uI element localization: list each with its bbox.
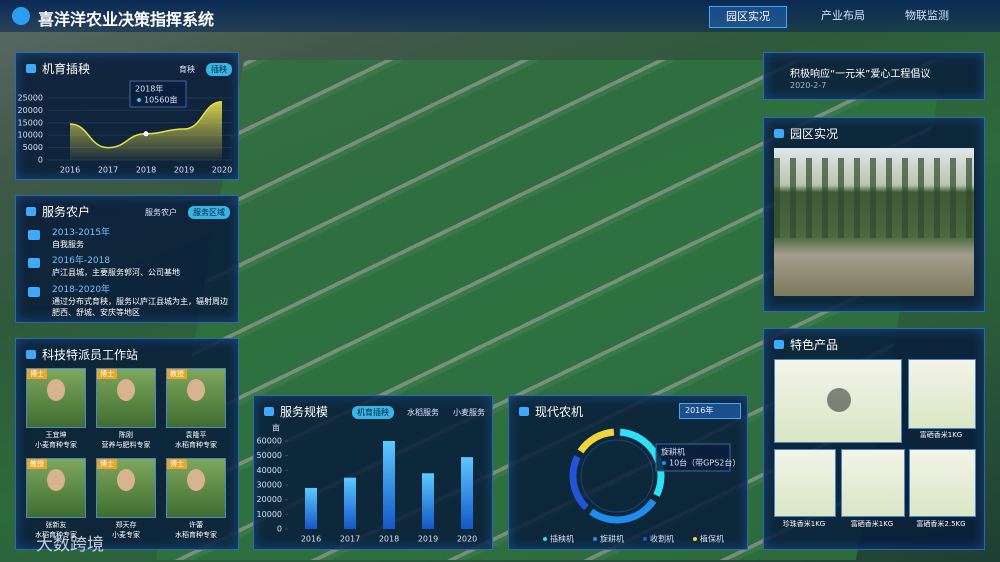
expert-photo: 博士: [166, 458, 226, 518]
products-panel: 特色产品 富硒香米1KG 珍珠香米1KG 富硒香米1KG 富硒香米2.5KG: [763, 328, 985, 550]
app-title: 喜洋洋农业决策指挥系统: [38, 10, 215, 29]
expert-photo: 博士: [96, 458, 156, 518]
period: 2018-2020年: [52, 285, 111, 295]
desc: 庐江县城，主要服务郭河、公司基地: [52, 268, 180, 277]
panel-title: 服务农户: [26, 203, 90, 220]
product-label: 富硒香米2.5KG: [916, 520, 966, 528]
product-label: 富硒香米1KG: [919, 431, 963, 439]
tab[interactable]: 育秧: [179, 65, 195, 74]
park-panel: 园区实况: [763, 117, 985, 312]
nav-tab[interactable]: 物联监测: [905, 9, 949, 22]
product-image[interactable]: [909, 449, 976, 517]
tab[interactable]: 服务农户: [145, 208, 177, 217]
bar-panel: 服务规模 机育插秧 水稻服务 小麦服务: [253, 395, 493, 550]
expert-photo: 教授: [26, 458, 86, 518]
timeline-item: 2013-2015年 自我服务: [52, 227, 232, 250]
tab[interactable]: 小麦服务: [453, 408, 485, 417]
expert-role: 小麦专家: [112, 531, 140, 539]
product-image[interactable]: [841, 449, 905, 517]
tab[interactable]: 机育插秧: [352, 406, 394, 419]
expert-role: 营养与肥料专家: [101, 441, 151, 449]
desc: 自我服务: [52, 240, 84, 249]
expert-name: 许蕾: [189, 521, 203, 529]
product-label: 珍珠香米1KG: [782, 520, 826, 528]
timeline-item: 2018-2020年通过分布式育秧，服务以庐江县城为主，辐射周边肥西、舒城、安庆…: [52, 284, 232, 318]
expert-role: 水稻育种专家: [175, 441, 217, 449]
panel-title: 科技特派员工作站: [26, 346, 138, 363]
expert-photo: 博士: [96, 368, 156, 428]
expert-badge: 教授: [27, 459, 47, 469]
tab[interactable]: 水稻服务: [407, 408, 439, 417]
desc: 通过分布式育秧，服务以庐江县城为主，辐射周边肥西、舒城、安庆等地区: [52, 297, 228, 317]
experts-panel: 科技特派员工作站 博士 王宜坤 小麦育种专家 博士 陈刚 营养与肥料专家 教授 袁隆平 水稻育种…: [15, 338, 239, 550]
farmers-panel: 服务农户 服务农户 服务区域 2013-2015年 自我服务 2016年-2018…: [15, 195, 239, 323]
expert-name: 陈刚: [119, 431, 133, 439]
expert-badge: 博士: [97, 369, 117, 379]
panel-title: 园区实况: [774, 125, 838, 142]
icon: [28, 287, 40, 297]
watermark: 大数跨境: [36, 535, 104, 555]
area-panel: 机育插秧 育秧 插秧: [15, 52, 239, 180]
period: 2016年-2018: [52, 256, 111, 266]
notice-panel: 积极响应“一元米”爱心工程倡议 2020-2-7: [763, 52, 985, 100]
expert-name: 王宜坤: [45, 431, 67, 439]
play-button[interactable]: [827, 388, 851, 412]
expert-name: 袁隆平: [185, 431, 207, 439]
expert-photo: 博士: [26, 368, 86, 428]
period: 2013-2015年: [52, 228, 111, 238]
nav-tab[interactable]: 产业布局: [821, 9, 865, 22]
park-photo[interactable]: [774, 148, 974, 296]
expert-badge: 博士: [167, 459, 187, 469]
icon: [28, 258, 40, 268]
expert-name: 郑天存: [115, 521, 137, 529]
panel-title: 特色产品: [774, 336, 838, 353]
timeline-item: 2016年-2018 庐江县城，主要服务郭河、公司基地: [52, 255, 232, 278]
tab[interactable]: 服务区域: [188, 206, 230, 219]
expert-role: 小麦育种专家: [35, 441, 77, 449]
trees: [774, 158, 974, 238]
expert-badge: 教授: [167, 369, 187, 379]
tab[interactable]: 插秧: [206, 63, 232, 76]
expert-name: 张新友: [45, 521, 67, 529]
product-video[interactable]: [774, 359, 902, 443]
notice-date: 2020-2-7: [790, 81, 827, 90]
panel-title: 机育插秧: [26, 60, 90, 77]
pie-panel: 现代农机 2016年: [508, 395, 748, 550]
panel-title: 现代农机: [519, 403, 583, 420]
notice-text[interactable]: 积极响应“一元米”爱心工程倡议: [790, 69, 931, 80]
expert-badge: 博士: [97, 459, 117, 469]
product-image[interactable]: [908, 359, 976, 429]
expert-role: 水稻育种专家: [35, 531, 77, 539]
year-dropdown[interactable]: 2016年: [679, 403, 741, 419]
expert-photo: 教授: [166, 368, 226, 428]
product-image[interactable]: [774, 449, 836, 517]
icon: [28, 230, 40, 240]
expert-role: 水稻育种专家: [175, 531, 217, 539]
product-label: 富硒香米1KG: [850, 520, 894, 528]
logo: [12, 7, 30, 25]
header: 喜洋洋农业决策指挥系统 园区实况 产业布局 物联监测: [0, 0, 1000, 32]
panel-title: 服务规模: [264, 403, 328, 420]
expert-badge: 博士: [27, 369, 47, 379]
nav-tab[interactable]: 园区实况: [709, 6, 787, 28]
